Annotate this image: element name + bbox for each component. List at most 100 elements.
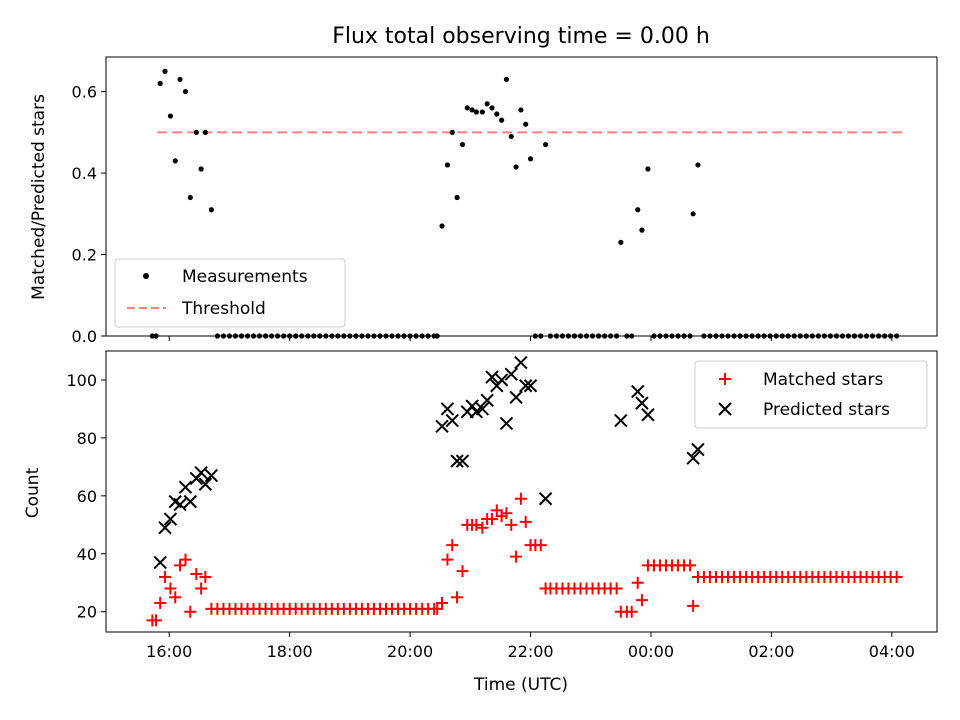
measurement-point — [797, 333, 803, 339]
measurement-point — [553, 333, 560, 339]
measurement-point — [371, 333, 377, 339]
predicted-star-point — [204, 468, 219, 483]
measurement-point — [193, 129, 199, 135]
count-y-axis-label: Count — [23, 467, 43, 518]
predicted-star-point — [194, 465, 208, 480]
matched-star-point — [149, 614, 162, 627]
measurement-point — [863, 333, 870, 339]
measurement-point — [618, 239, 624, 245]
measurement-point — [707, 333, 713, 339]
legend-matched-label: Matched stars — [763, 370, 883, 390]
measurement-point — [162, 68, 168, 74]
matched-star-point — [510, 550, 523, 563]
measurement-point — [244, 333, 251, 339]
measurement-point — [839, 333, 846, 339]
measurement-point — [395, 333, 401, 339]
measurement-point — [791, 333, 797, 339]
matched-star-point — [687, 599, 700, 612]
predicted-stars-points — [153, 355, 705, 570]
chart-title: Flux total observing time = 0.00 h — [332, 24, 710, 49]
measurement-point — [639, 227, 645, 233]
matched-star-point — [446, 539, 459, 552]
count-legend-box — [694, 360, 928, 429]
predicted-star-point — [519, 379, 533, 393]
predicted-star-point — [178, 480, 193, 494]
measurement-point — [571, 333, 578, 339]
measurement-point — [713, 333, 719, 339]
measurement-point — [651, 333, 657, 339]
count-y-tick-label: 20 — [77, 603, 97, 622]
predicted-star-point — [691, 442, 705, 457]
measurement-point — [439, 223, 445, 229]
predicted-star-point — [631, 384, 645, 399]
measurement-point — [317, 333, 323, 339]
matched-star-point — [199, 570, 212, 583]
measurement-point — [749, 333, 755, 339]
measurement-point — [377, 333, 383, 339]
time-x-axis-label: Time (UTC) — [473, 675, 568, 695]
measurement-point — [547, 333, 554, 339]
predicted-star-point — [504, 367, 518, 381]
count-y-tick-label: 100 — [66, 371, 97, 390]
legend-predicted-marker — [718, 402, 732, 416]
ratio-y-tick-label: 0.0 — [72, 327, 97, 346]
predicted-star-point — [538, 492, 553, 506]
measurement-point — [262, 333, 269, 339]
ratio-y-tick-label: 0.4 — [72, 164, 97, 183]
matched-star-point — [436, 597, 449, 610]
measurement-point — [719, 333, 725, 339]
measurement-point — [518, 107, 524, 113]
measurement-point — [494, 111, 500, 117]
legend-measurements-marker — [143, 273, 149, 279]
measurement-point — [743, 333, 749, 339]
measurement-point — [821, 333, 827, 339]
measurement-point — [589, 333, 596, 339]
measurement-point — [202, 129, 208, 135]
measurement-point — [773, 333, 779, 339]
measurement-point — [250, 333, 257, 339]
measurement-point — [737, 333, 743, 339]
measurement-point — [503, 76, 510, 83]
measurement-point — [413, 333, 419, 339]
measurement-point — [434, 333, 440, 339]
measurement-point — [401, 333, 407, 339]
matched-star-point — [610, 582, 623, 595]
measurement-point — [583, 333, 590, 339]
measurement-point — [675, 333, 681, 339]
measurement-point — [305, 333, 311, 339]
predicted-star-point — [198, 477, 213, 491]
measurement-point — [894, 333, 900, 339]
measurement-point — [389, 333, 395, 339]
measurement-point — [690, 211, 696, 217]
measurement-point — [761, 333, 767, 339]
count-y-tick-label: 60 — [77, 487, 97, 506]
measurement-point — [559, 333, 566, 339]
measurement-point — [347, 333, 353, 339]
measurement-point — [275, 333, 281, 339]
measurement-point — [827, 333, 834, 339]
measurement-points — [149, 68, 900, 339]
legend-threshold-label: Threshold — [181, 299, 266, 319]
predicted-star-point — [480, 393, 494, 407]
count-x-tick-label: 20:00 — [387, 642, 433, 661]
measurement-point — [577, 333, 584, 339]
legend-measurements-label: Measurements — [182, 267, 308, 287]
matched-star-point — [169, 591, 182, 604]
measurement-point — [809, 333, 815, 339]
measurement-point — [473, 109, 479, 115]
measurement-point — [172, 158, 178, 164]
measurement-point — [335, 333, 341, 339]
predicted-star-point — [475, 402, 490, 416]
matched-star-point — [159, 570, 172, 583]
measurement-point — [602, 333, 608, 339]
measurement-point — [624, 333, 630, 339]
measurement-point — [815, 333, 821, 339]
measurement-point — [499, 117, 505, 123]
predicted-star-point — [509, 390, 523, 405]
ratio-legend: Measurements Threshold — [114, 258, 346, 328]
measurement-point — [214, 333, 221, 339]
predicted-star-point — [635, 396, 649, 410]
predicted-star-point — [183, 494, 198, 509]
count-legend: Matched stars Predicted stars — [694, 360, 928, 429]
